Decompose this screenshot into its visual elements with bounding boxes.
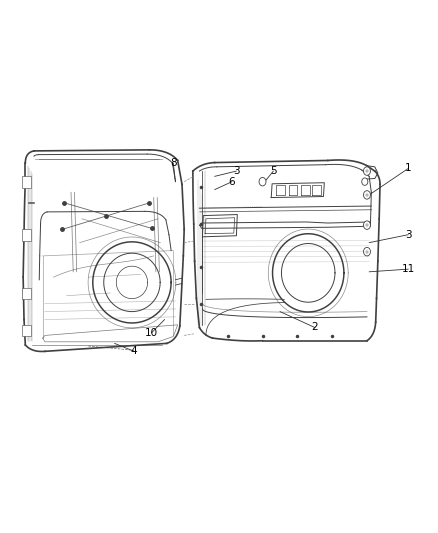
Circle shape <box>364 167 371 175</box>
Bar <box>22 325 31 336</box>
Bar <box>22 176 31 188</box>
Circle shape <box>362 178 368 185</box>
Bar <box>22 288 31 300</box>
Text: 11: 11 <box>402 264 415 274</box>
Text: 10: 10 <box>145 328 158 338</box>
Text: 6: 6 <box>229 176 235 187</box>
Text: 5: 5 <box>270 166 277 176</box>
Text: 4: 4 <box>131 346 138 357</box>
Text: 8: 8 <box>170 158 177 168</box>
Circle shape <box>364 247 371 256</box>
Text: 1: 1 <box>405 164 412 173</box>
Circle shape <box>364 191 371 199</box>
Circle shape <box>364 221 371 229</box>
Text: 2: 2 <box>311 322 318 333</box>
Circle shape <box>259 177 266 186</box>
Text: 3: 3 <box>405 230 412 240</box>
Text: 3: 3 <box>233 166 240 176</box>
Bar <box>22 229 31 241</box>
